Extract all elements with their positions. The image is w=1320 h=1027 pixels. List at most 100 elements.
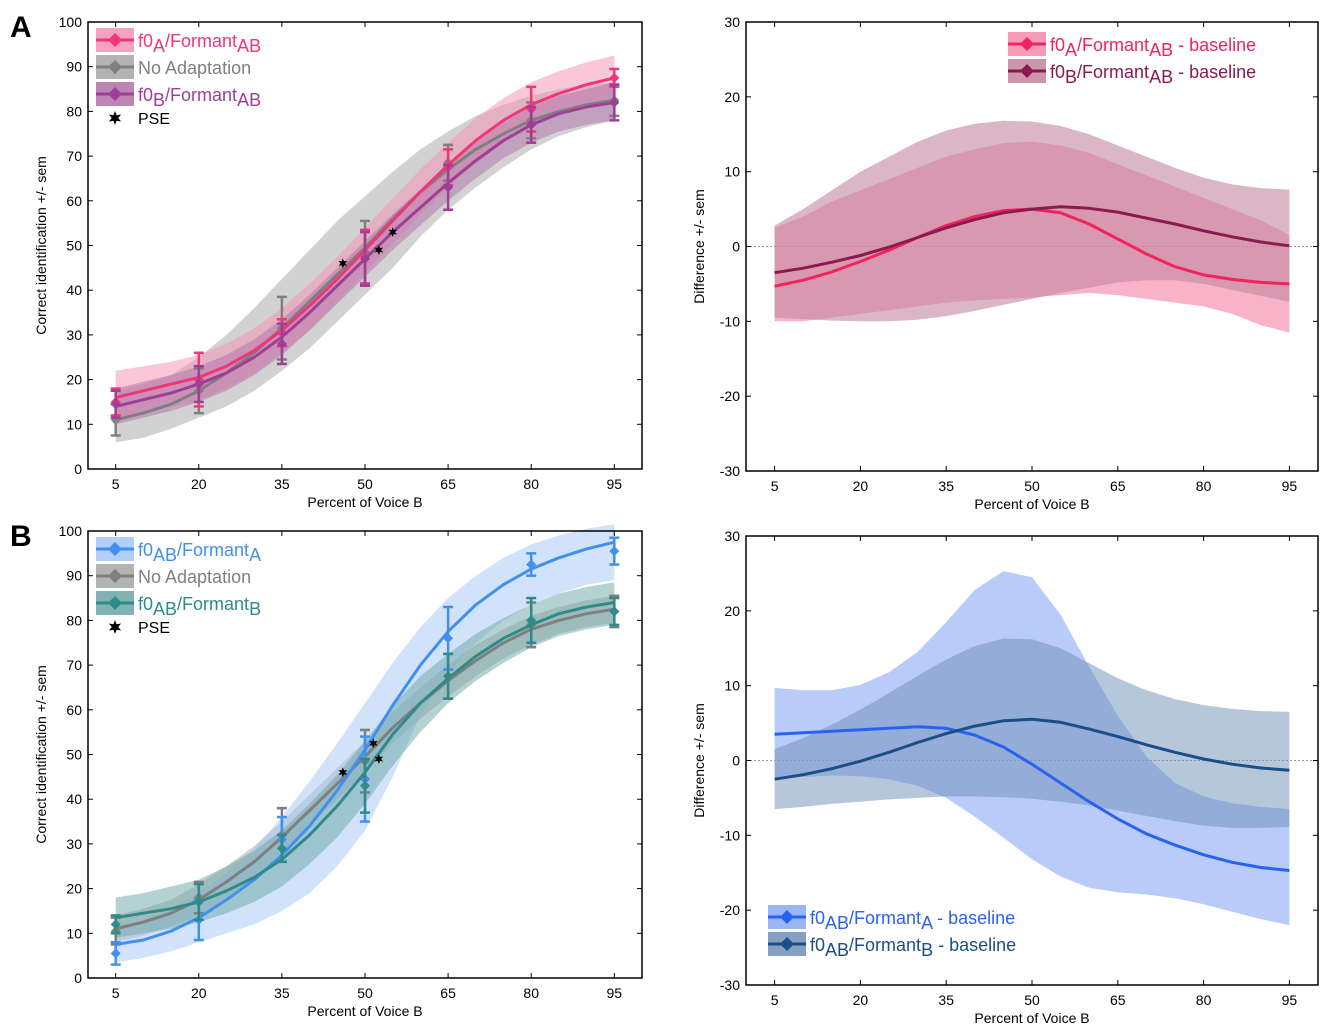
y-tick-label: 20	[66, 881, 82, 897]
legend-pse-marker	[108, 620, 122, 634]
x-tick-label: 50	[357, 985, 373, 1001]
legend-label: No Adaptation	[138, 58, 251, 78]
legend-marker	[108, 33, 122, 47]
x-tick-label: 20	[191, 476, 207, 492]
series-line-1	[774, 717, 1290, 781]
y-tick-label: 60	[66, 702, 82, 718]
x-tick-label: 80	[1196, 478, 1212, 494]
legend-pse-label: PSE	[138, 620, 170, 637]
x-tick-label: 80	[523, 476, 539, 492]
data-point	[276, 843, 287, 854]
data-point	[609, 606, 620, 617]
data-point	[110, 919, 121, 930]
data-point	[360, 780, 370, 791]
data-point	[110, 948, 121, 959]
legend-label-part: AB	[1149, 67, 1173, 87]
legend-label-part: f0	[1050, 62, 1065, 82]
chart-A-right: 5 20 35 50 65 80 95 -30 -20 -10 0 10 20 30 Percent of …	[691, 14, 1319, 512]
band-1	[774, 120, 1290, 322]
legend-label-part: /Formant	[177, 540, 249, 560]
y-tick-label: 70	[66, 148, 82, 164]
legend-label-part: A	[921, 913, 933, 933]
y-tick-label: 10	[724, 678, 740, 694]
x-tick-label: 5	[112, 476, 120, 492]
legend-label-part: f0	[138, 540, 153, 560]
y-tick-label: 40	[66, 282, 82, 298]
y-tick-label: -10	[720, 313, 740, 329]
y-tick-label: 0	[732, 753, 740, 769]
y-tick-label: 0	[74, 461, 82, 477]
y-tick-label: -20	[720, 902, 740, 918]
y-tick-label: 30	[724, 528, 740, 544]
legend-label-part: f0	[810, 935, 825, 955]
legend-label-part: f0	[810, 908, 825, 928]
legend-label-part: - baseline	[1173, 35, 1256, 55]
x-tick-label: 50	[357, 476, 373, 492]
x-tick-label: 65	[440, 476, 456, 492]
legend-label-part: AB	[237, 90, 261, 110]
x-tick-label: 35	[938, 992, 954, 1008]
data-point	[609, 97, 620, 108]
y-tick-label: 40	[66, 791, 82, 807]
legend-label-part: /Formant	[165, 85, 237, 105]
series-line-2	[115, 101, 615, 408]
series-line-1	[774, 205, 1290, 275]
legend-label-part: f0	[138, 85, 153, 105]
legend-label-part: AB	[153, 599, 177, 619]
legend-label-part: No Adaptation	[138, 58, 251, 78]
x-tick-label: 65	[1110, 478, 1126, 494]
x-tick-label: 65	[440, 985, 456, 1001]
legend-label-part: f0	[138, 31, 153, 51]
legend-label-part: B	[249, 599, 261, 619]
x-tick-label: 35	[274, 985, 290, 1001]
pse-marker	[338, 767, 348, 778]
y-tick-label: 0	[732, 239, 740, 255]
x-tick-label: 20	[853, 478, 869, 494]
y-tick-label: 60	[66, 193, 82, 209]
y-tick-label: 30	[66, 327, 82, 343]
y-tick-label: 30	[66, 836, 82, 852]
legend-label-part: f0	[138, 594, 153, 614]
legend-marker	[108, 60, 122, 74]
legend-label-part: B	[1065, 67, 1077, 87]
y-tick-label: 70	[66, 657, 82, 673]
legend-label: f0AB/FormantA - baseline	[810, 908, 1015, 933]
x-axis-title: Percent of Voice B	[307, 494, 422, 510]
legend-pse-marker	[108, 111, 122, 125]
band-1	[774, 638, 1290, 828]
x-tick-label: 95	[1282, 478, 1298, 494]
chart-A-left: 5 20 35 50 65 80 95 0 10 20 30 40 50 60 70 80 90 100 Perce…	[33, 14, 643, 510]
panel-letter-A: A	[10, 11, 32, 44]
x-axis-title: Percent of Voice B	[974, 496, 1089, 512]
y-tick-label: 10	[66, 416, 82, 432]
x-tick-label: 65	[1110, 992, 1126, 1008]
y-tick-label: 50	[66, 747, 82, 763]
legend-label: f0B/FormantAB	[138, 85, 261, 110]
y-tick-label: 100	[59, 14, 83, 30]
x-tick-label: 95	[1282, 992, 1298, 1008]
y-tick-label: 20	[66, 372, 82, 388]
legend-label-part: No Adaptation	[138, 567, 251, 587]
legend-label-part: - baseline	[1173, 62, 1256, 82]
pse-marker	[369, 738, 378, 749]
legend-label-part: A	[1065, 40, 1077, 60]
y-axis-title: Difference +/- sem	[691, 703, 707, 818]
legend-label-part: /Formant	[1077, 35, 1149, 55]
data-point	[609, 546, 620, 557]
y-tick-label: 50	[66, 238, 82, 254]
chart-B-right: 5 20 35 50 65 80 95 -30 -20 -10 0 10 20 30 Percent of …	[691, 528, 1319, 1026]
y-tick-label: 90	[66, 568, 82, 584]
legend-label: No Adaptation	[138, 567, 251, 587]
x-tick-label: 95	[607, 476, 623, 492]
x-tick-label: 20	[191, 985, 207, 1001]
y-tick-label: 20	[724, 89, 740, 105]
pse-marker	[374, 245, 384, 255]
pse-marker	[338, 258, 348, 269]
x-tick-label: 5	[112, 985, 120, 1001]
legend-marker	[1020, 64, 1034, 78]
y-tick-label: 10	[66, 925, 82, 941]
y-tick-label: 80	[66, 103, 82, 119]
